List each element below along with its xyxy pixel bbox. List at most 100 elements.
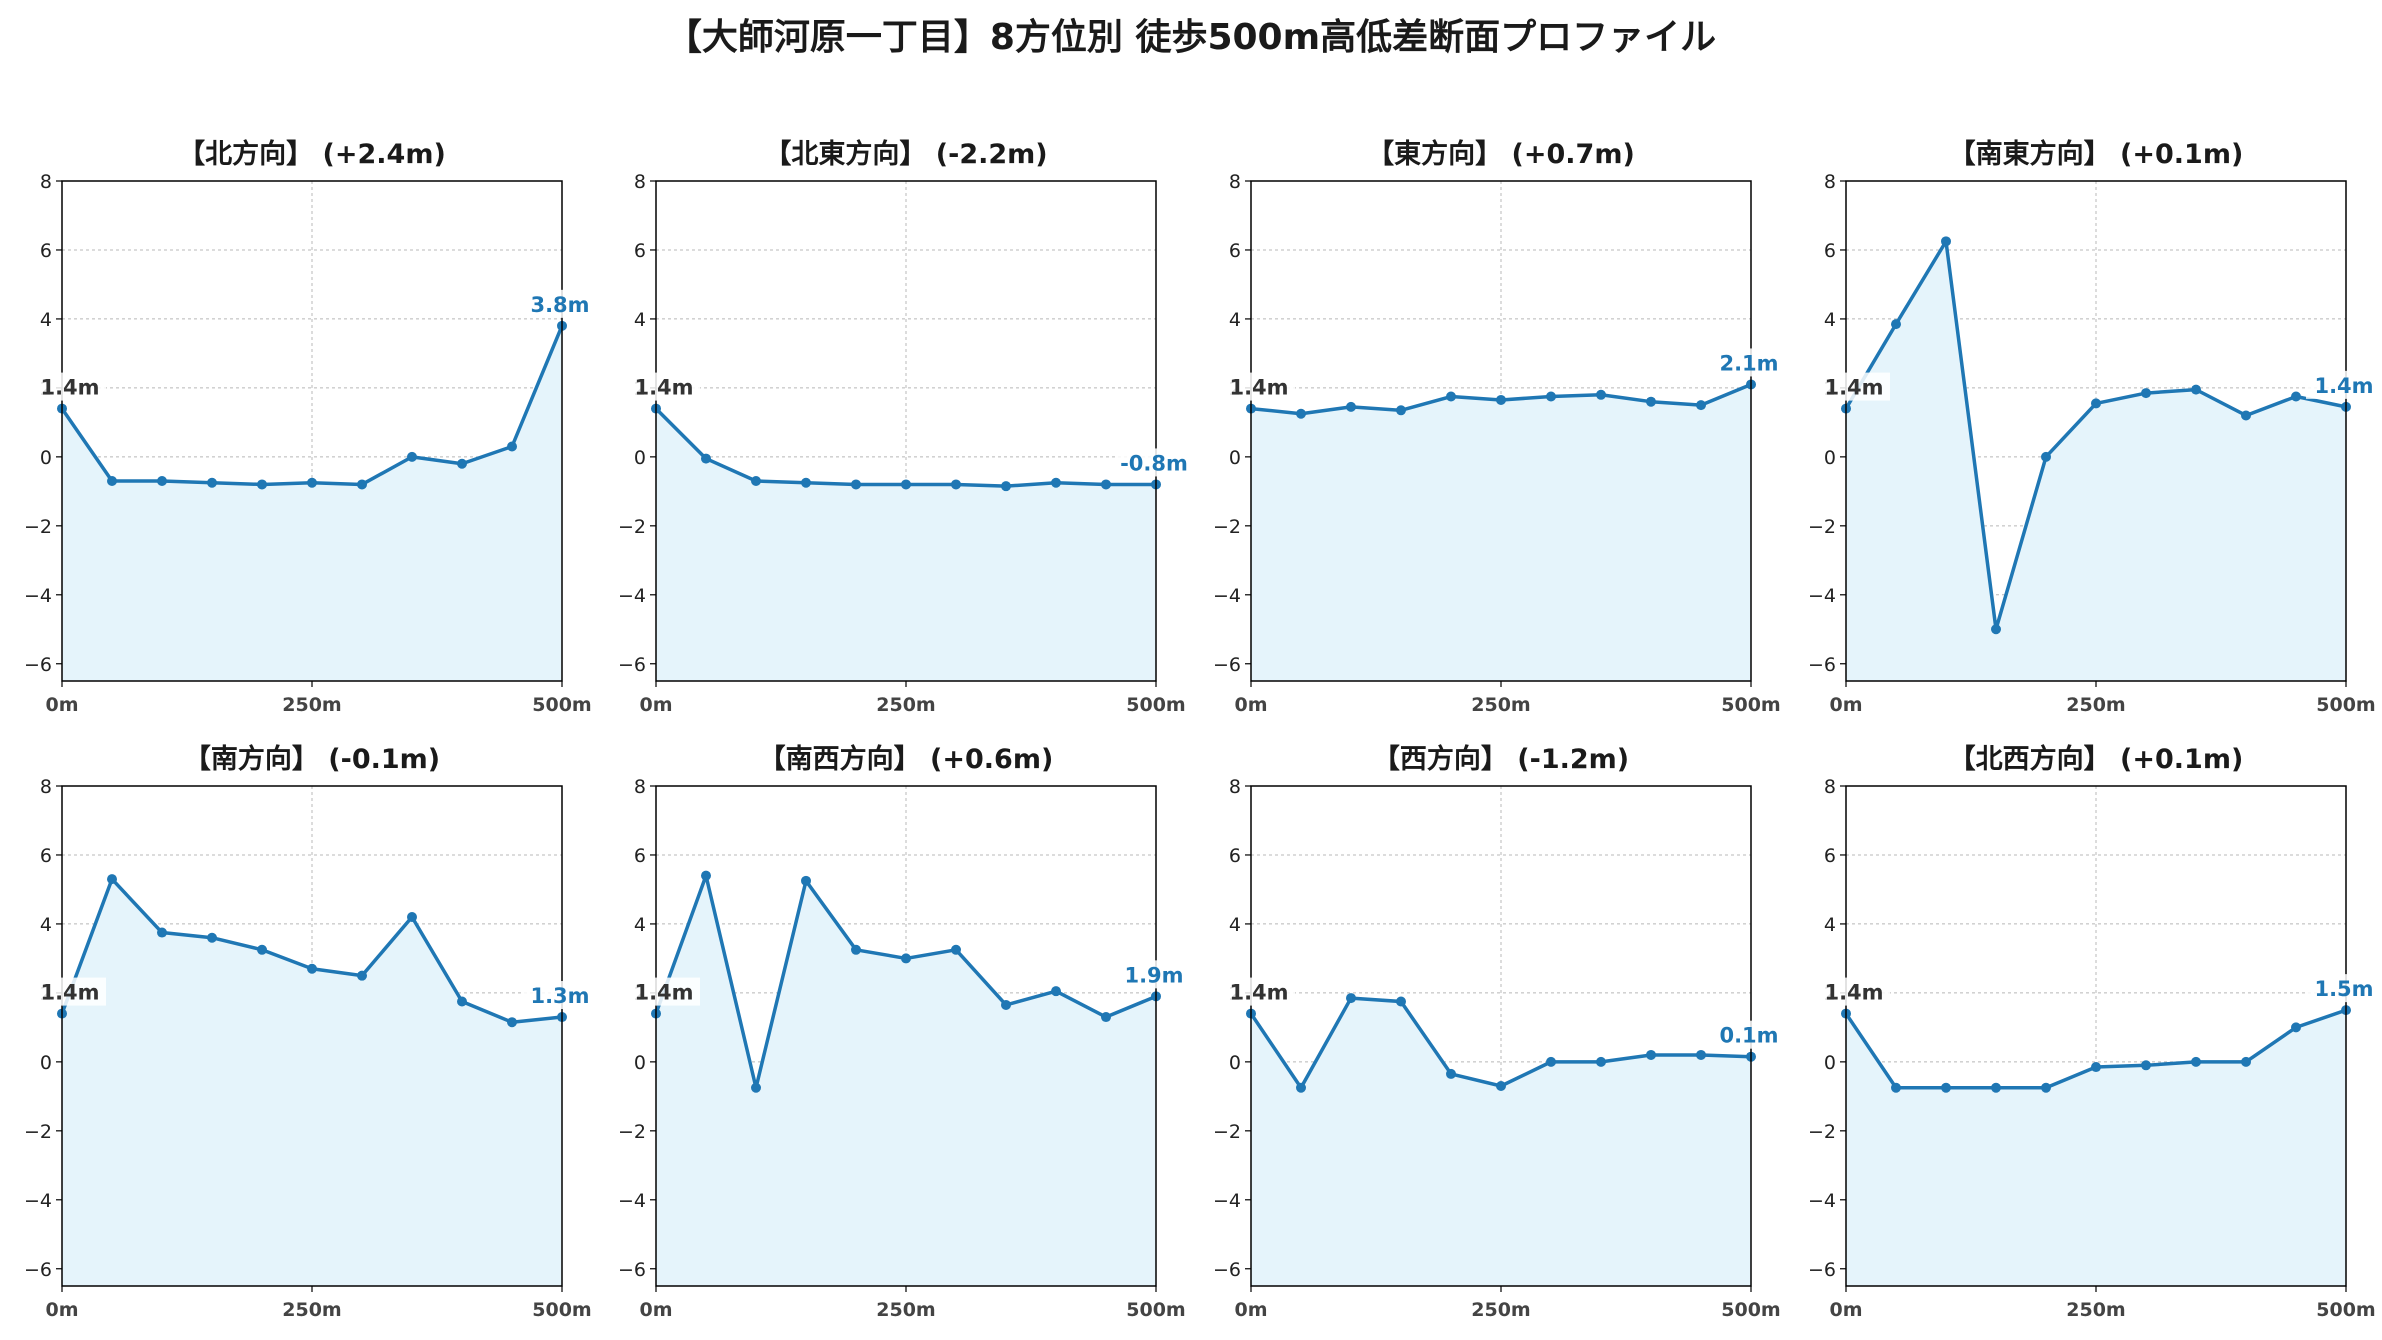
panel-title: 【西方向】 (-1.2m) — [1373, 743, 1629, 775]
data-point — [1446, 1068, 1456, 1079]
y-tick-label: −2 — [618, 516, 646, 538]
data-point — [2091, 398, 2101, 409]
y-tick-label: −6 — [1808, 654, 1836, 676]
data-point — [357, 479, 367, 490]
data-point — [701, 453, 711, 464]
x-tick-label: 250m — [282, 694, 341, 716]
panel-5: 【南西方向】 (+0.6m)−6−4−2024680m250m500m1.4m1… — [618, 743, 1190, 1321]
data-point — [1001, 999, 1011, 1010]
data-point — [951, 944, 961, 955]
data-point — [1696, 400, 1706, 411]
area-fill — [1846, 1010, 2346, 1286]
end-label: 3.8m — [530, 293, 589, 317]
start-label: 1.4m — [1824, 376, 1883, 400]
y-tick-label: −4 — [24, 585, 52, 607]
start-label: 1.4m — [40, 376, 99, 400]
y-tick-label: −2 — [24, 1121, 52, 1143]
data-point — [901, 953, 911, 964]
data-point — [307, 477, 317, 488]
x-tick-label: 0m — [1234, 694, 1267, 716]
end-label-bg — [1711, 348, 1785, 377]
y-tick-label: −4 — [1808, 585, 1836, 607]
data-point — [1496, 394, 1506, 405]
data-point — [1101, 479, 1111, 490]
start-label-bg — [628, 372, 700, 401]
panel-6: 【西方向】 (-1.2m)−6−4−2024680m250m500m1.4m0.… — [1213, 743, 1785, 1321]
data-point — [257, 479, 267, 490]
end-label-bg — [1116, 960, 1190, 989]
x-tick-label: 250m — [1471, 694, 1530, 716]
y-tick-label: 6 — [634, 240, 646, 262]
data-point — [851, 944, 861, 955]
y-tick-label: −2 — [24, 516, 52, 538]
y-tick-label: 8 — [40, 171, 52, 193]
panel-title: 【北西方向】 (+0.1m) — [1949, 743, 2244, 775]
x-tick-label: 500m — [1126, 1299, 1185, 1321]
start-label: 1.4m — [1824, 981, 1883, 1005]
y-tick-label: −4 — [618, 585, 646, 607]
data-point — [1346, 401, 1356, 412]
panel-title: 【南方向】 (-0.1m) — [184, 743, 440, 775]
data-point — [1296, 408, 1306, 419]
y-tick-label: 4 — [40, 914, 52, 936]
panel-title: 【東方向】 (+0.7m) — [1367, 138, 1635, 170]
end-label: 1.4m — [2314, 374, 2373, 398]
data-point — [1891, 1082, 1901, 1093]
data-point — [1296, 1082, 1306, 1093]
data-point — [701, 870, 711, 881]
panel-title: 【南東方向】 (+0.1m) — [1949, 138, 2244, 170]
data-point — [407, 912, 417, 923]
y-tick-label: −6 — [618, 654, 646, 676]
y-tick-label: 0 — [1229, 1052, 1241, 1074]
end-label-bg — [1116, 448, 1190, 477]
end-label: 1.5m — [2314, 977, 2373, 1001]
y-tick-label: 4 — [1824, 309, 1836, 331]
start-label-bg — [34, 372, 106, 401]
x-tick-label: 250m — [2066, 694, 2125, 716]
x-tick-label: 250m — [2066, 1299, 2125, 1321]
x-tick-label: 500m — [2316, 694, 2375, 716]
data-point — [307, 963, 317, 974]
start-label: 1.4m — [1229, 981, 1288, 1005]
y-tick-label: 8 — [40, 776, 52, 798]
y-tick-label: 4 — [1229, 914, 1241, 936]
area-fill — [62, 325, 562, 681]
y-tick-label: 8 — [1229, 776, 1241, 798]
data-point — [457, 458, 467, 469]
data-point — [1546, 1056, 1556, 1067]
panel-2: 【東方向】 (+0.7m)−6−4−2024680m250m500m1.4m2.… — [1213, 138, 1785, 716]
x-tick-label: 500m — [532, 1299, 591, 1321]
data-point — [2191, 1056, 2201, 1067]
x-tick-label: 250m — [1471, 1299, 1530, 1321]
data-point — [751, 476, 761, 486]
panel-title: 【北方向】 (+2.4m) — [178, 138, 446, 170]
y-tick-label: 0 — [40, 447, 52, 469]
data-point — [107, 476, 117, 486]
start-label: 1.4m — [634, 376, 693, 400]
data-point — [207, 477, 217, 488]
y-tick-label: 0 — [1824, 1052, 1836, 1074]
y-tick-label: 0 — [634, 1052, 646, 1074]
data-point — [257, 944, 267, 955]
y-tick-label: −2 — [618, 1121, 646, 1143]
start-label-bg — [1818, 372, 1890, 401]
y-tick-label: −6 — [618, 1259, 646, 1281]
data-point — [1991, 1082, 2001, 1093]
y-tick-label: 0 — [40, 1052, 52, 1074]
y-tick-label: 4 — [634, 914, 646, 936]
y-tick-label: 8 — [1229, 171, 1241, 193]
start-label-bg — [1818, 977, 1890, 1006]
y-tick-label: 4 — [40, 309, 52, 331]
data-point — [1941, 1082, 1951, 1093]
end-label-bg — [1711, 1020, 1785, 1049]
end-label: 2.1m — [1719, 351, 1778, 375]
data-point — [1696, 1049, 1706, 1060]
data-point — [2141, 1060, 2151, 1071]
data-point — [951, 479, 961, 490]
y-tick-label: 6 — [40, 845, 52, 867]
data-point — [107, 874, 117, 885]
data-point — [2241, 1056, 2251, 1067]
data-point — [1496, 1081, 1506, 1091]
x-tick-label: 0m — [1829, 694, 1862, 716]
data-point — [1891, 319, 1901, 330]
